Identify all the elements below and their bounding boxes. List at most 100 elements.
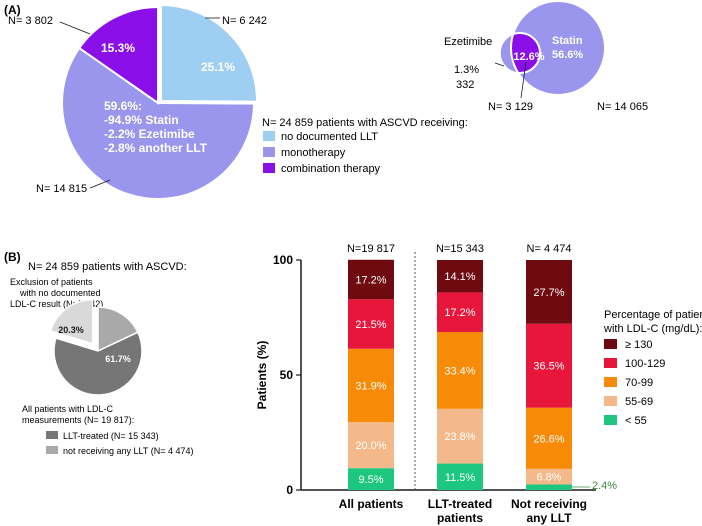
venn-ezetimibe-pct: 1.3%: [454, 64, 479, 76]
venn-statin-pct: 56.6%: [552, 49, 583, 61]
x-category-label: Not receiving: [511, 497, 587, 511]
bar-segment: [348, 348, 394, 423]
bar-segment: [526, 407, 572, 469]
venn-overlap-region: [511, 32, 541, 74]
bar-segment: [437, 331, 483, 409]
venn-ezetimibe-label: Ezetimibe: [444, 36, 492, 48]
bar-segment: [437, 292, 483, 332]
bar-segment: [437, 260, 483, 293]
venn-statin-outline: [510, 0, 606, 96]
pie-b-slice: [97, 306, 139, 353]
pie-a-slice: [77, 5, 159, 105]
legend-swatch-monotherapy: [263, 147, 275, 157]
pie-b-slice-label: 61.7%: [105, 354, 131, 364]
measured-line: measurements (N= 19 817):: [22, 415, 134, 425]
legend-swatch-no-llt: [263, 131, 275, 141]
pie-b-slice: [49, 299, 94, 345]
bar-n-label: N=15 343: [436, 243, 484, 255]
legend-label-not-llt: not receiving any LLT (N= 4 474): [63, 446, 194, 456]
venn-overlap-n: N= 3 129: [488, 101, 533, 113]
panel-b-pie-title: N= 24 859 patients with ASCVD:: [28, 261, 187, 273]
bar-segment: [526, 260, 572, 324]
legend-label-combination: combination therapy: [281, 163, 381, 175]
bar-segment: [348, 468, 394, 490]
bar-segment-label: 26.6%: [533, 433, 564, 445]
legend-a-title: N= 24 859 patients with ASCVD receiving:: [262, 117, 468, 129]
venn-statin-n: N= 14 065: [597, 101, 648, 113]
stack-legend-swatch: [604, 358, 617, 368]
bar-segment-label: 27.7%: [533, 287, 564, 299]
bar-segment: [526, 484, 572, 490]
bar-segment-label: 36.5%: [533, 361, 564, 373]
panel-b-pie-chart: 20.3%18.0%61.7%: [49, 299, 143, 396]
bar-segment-label: 31.9%: [355, 380, 386, 392]
legend-label-no-llt: no documented LLT: [281, 131, 378, 143]
bar-segment: [348, 422, 394, 469]
leader-line: [59, 21, 91, 35]
stack-legend-swatch: [604, 339, 617, 349]
bar-segment: [526, 323, 572, 408]
exclusion-line: with no documented: [19, 288, 101, 298]
bar-segment: [437, 408, 483, 464]
legend-swatch-llt-treated: [46, 431, 58, 439]
venn-overlap-pct: 12.6%: [513, 51, 544, 63]
bar-segment-label: 23.8%: [444, 431, 475, 443]
venn-ezetimibe-n: 332: [456, 79, 474, 91]
n-mono-label: N= 14 815: [36, 183, 87, 195]
measured-line: All patients with LDL-C: [22, 404, 114, 414]
venn-overlap-leader: [520, 61, 527, 99]
panel-b-label: (B): [4, 250, 21, 264]
legend-label-llt-treated: LLT-treated (N= 15 343): [63, 431, 159, 441]
y-axis-label: Patients (%): [255, 341, 269, 410]
pie-a-slice: [160, 3, 258, 103]
bar-segment-label: 17.2%: [444, 307, 475, 319]
bar-segment-label: 14.1%: [444, 271, 475, 283]
n-combination-label: N= 3 802: [8, 15, 53, 27]
bar-segment-label: 33.4%: [444, 365, 475, 377]
stack-legend-label: 55-69: [625, 396, 653, 408]
leader-line: [89, 179, 111, 189]
mono-breakdown: 59.6%: -94.9% Statin -2.2% Ezetimibe -2.…: [104, 99, 208, 155]
stack-legend-swatch: [604, 377, 617, 387]
n-no-llt-label: N= 6 242: [222, 15, 267, 27]
bar-segment-label: 9.5%: [358, 474, 383, 486]
panel-a-label: (A): [4, 3, 21, 17]
stack-legend-swatch: [604, 396, 617, 406]
bar-segment: [437, 463, 483, 490]
bar-n-label: N=19 817: [347, 243, 395, 255]
stack-legend-title-line: with LDL-C (mg/dL):: [603, 323, 702, 335]
mono-breakdown-line: -2.2% Ezetimibe: [104, 127, 195, 141]
bar-segment-label: 20.0%: [355, 440, 386, 452]
bar-segment-label: 21.5%: [355, 319, 386, 331]
pie-a-slice-label: 15.3%: [101, 41, 135, 55]
stack-legend-label: 100-129: [625, 358, 665, 370]
exclusion-line: Exclusion of patients: [10, 277, 93, 287]
bar-segment-label: 2.4%: [592, 480, 617, 492]
bar-segment: [526, 468, 572, 485]
pie-b-slice-label: 20.3%: [58, 325, 84, 335]
mono-breakdown-line: 59.6%:: [104, 99, 142, 113]
x-category-label: patients: [437, 511, 483, 525]
mono-breakdown-line: -94.9% Statin: [104, 113, 179, 127]
exclusion-text: Exclusion of patients with no documented…: [10, 277, 103, 309]
legend-swatch-combination: [263, 163, 275, 173]
venn-ezetimibe-leader: [494, 62, 505, 67]
stacked-bar-chart: 0 50 100 Patients (%) 9.5% 20.0% 31.9% 21.5% 17.…: [255, 243, 617, 525]
bar-segment-label: 17.2%: [355, 275, 386, 287]
y-tick-label: 0: [286, 483, 293, 497]
bar-segment: [348, 299, 394, 349]
x-category-label: All patients: [339, 497, 404, 511]
bar-segment: [348, 259, 394, 300]
panel-a-pie-chart: 25.1% 15.3%: [59, 3, 258, 200]
mono-breakdown-line: -2.8% another LLT: [104, 141, 208, 155]
x-category-label: any LLT: [526, 511, 572, 525]
venn-statin-label: Statin: [552, 35, 583, 47]
stack-legend-label: 70-99: [625, 377, 653, 389]
stack-legend-swatch: [604, 415, 617, 425]
stacked-bar-legend: ≥ 130 100-129 70-99 55-69 < 55: [604, 339, 665, 427]
y-tick-label: 50: [280, 368, 294, 382]
x-category-label: LLT-treated: [428, 497, 492, 511]
stack-legend-label: < 55: [625, 415, 647, 427]
y-tick-label: 100: [273, 253, 293, 267]
